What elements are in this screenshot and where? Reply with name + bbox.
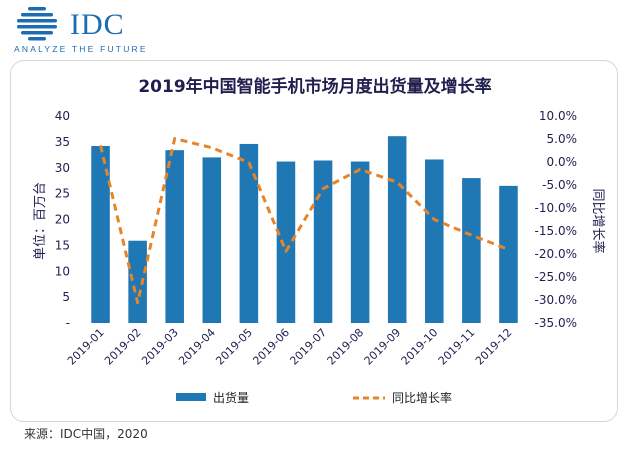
x-tick-label: 2019-03 <box>139 326 181 368</box>
y2-tick-label: 10.0% <box>539 109 577 123</box>
legend-line-label: 同比增长率 <box>392 390 452 405</box>
x-tick-label: 2019-09 <box>362 326 404 368</box>
y-tick-label: 20 <box>55 213 70 227</box>
y-tick-label: 25 <box>55 187 70 201</box>
x-tick-label: 2019-06 <box>250 326 292 368</box>
logo-tagline: ANALYZE THE FUTURE <box>14 44 148 54</box>
bar <box>425 159 444 323</box>
globe-icon <box>17 7 57 41</box>
x-tick-label: 2019-08 <box>325 326 367 368</box>
x-tick-label: 2019-04 <box>176 326 218 368</box>
growth-line <box>99 137 509 305</box>
y2-tick-label: 0.0% <box>547 155 578 169</box>
y2-tick-label: -10.0% <box>535 201 577 215</box>
y-tick-label: 40 <box>55 109 70 123</box>
x-tick-label: 2019-01 <box>65 326 107 368</box>
bar <box>313 160 333 323</box>
y2-tick-label: -35.0% <box>535 316 577 330</box>
bar <box>91 146 110 323</box>
bar <box>202 157 222 323</box>
chart-title: 2019年中国智能手机市场月度出货量及增长率 <box>138 76 491 97</box>
legend-bar-label: 出货量 <box>213 390 249 405</box>
bar-series <box>91 136 518 323</box>
bar <box>462 178 481 323</box>
legend: 出货量 同比增长率 <box>176 390 452 405</box>
x-tick-label: 2019-02 <box>102 326 144 368</box>
y2-tick-label: 5.0% <box>547 132 578 146</box>
x-tick-label: 2019-11 <box>436 326 478 368</box>
x-axis: 2019-012019-022019-032019-042019-052019-… <box>65 326 515 368</box>
bar <box>128 240 147 323</box>
x-tick-label: 2019-12 <box>473 326 515 368</box>
right-axis: 10.0% 5.0% 0.0% -5.0% -10.0% -15.0% -20.0% -25.… <box>535 109 577 330</box>
bar <box>350 161 370 323</box>
bar <box>276 161 296 323</box>
source-note: 来源：IDC中国，2020 <box>24 427 148 441</box>
bar <box>499 185 518 323</box>
y2-tick-label: -30.0% <box>535 293 577 307</box>
x-tick-label: 2019-05 <box>213 326 255 368</box>
bar <box>165 150 184 323</box>
bar <box>239 143 259 323</box>
x-tick-label: 2019-10 <box>399 326 441 368</box>
growth-line-series <box>99 137 509 305</box>
legend-bar-swatch <box>176 393 206 401</box>
y2-axis-label: 同比增长率 <box>590 188 606 253</box>
y-tick-label: 5 <box>62 290 70 304</box>
x-tick-label: 2019-07 <box>287 326 329 368</box>
y-tick-label: 15 <box>55 238 70 252</box>
y-tick-label: 10 <box>55 264 70 278</box>
y-axis-label: 单位：百万台 <box>33 182 48 260</box>
left-axis: - 5 10 15 20 25 30 35 40 <box>55 109 70 330</box>
y-tick-label: 30 <box>55 161 70 175</box>
y2-tick-label: -5.0% <box>542 178 577 192</box>
bar <box>387 136 407 323</box>
y2-tick-label: -25.0% <box>535 270 577 284</box>
idc-logo: IDC ANALYZE THE FUTURE <box>12 6 152 54</box>
y2-tick-label: -20.0% <box>535 247 577 261</box>
logo-wordmark: IDC <box>70 8 125 41</box>
y2-tick-label: -15.0% <box>535 224 577 238</box>
y-tick-label: 35 <box>55 135 70 149</box>
y-tick-label: - <box>66 316 70 330</box>
